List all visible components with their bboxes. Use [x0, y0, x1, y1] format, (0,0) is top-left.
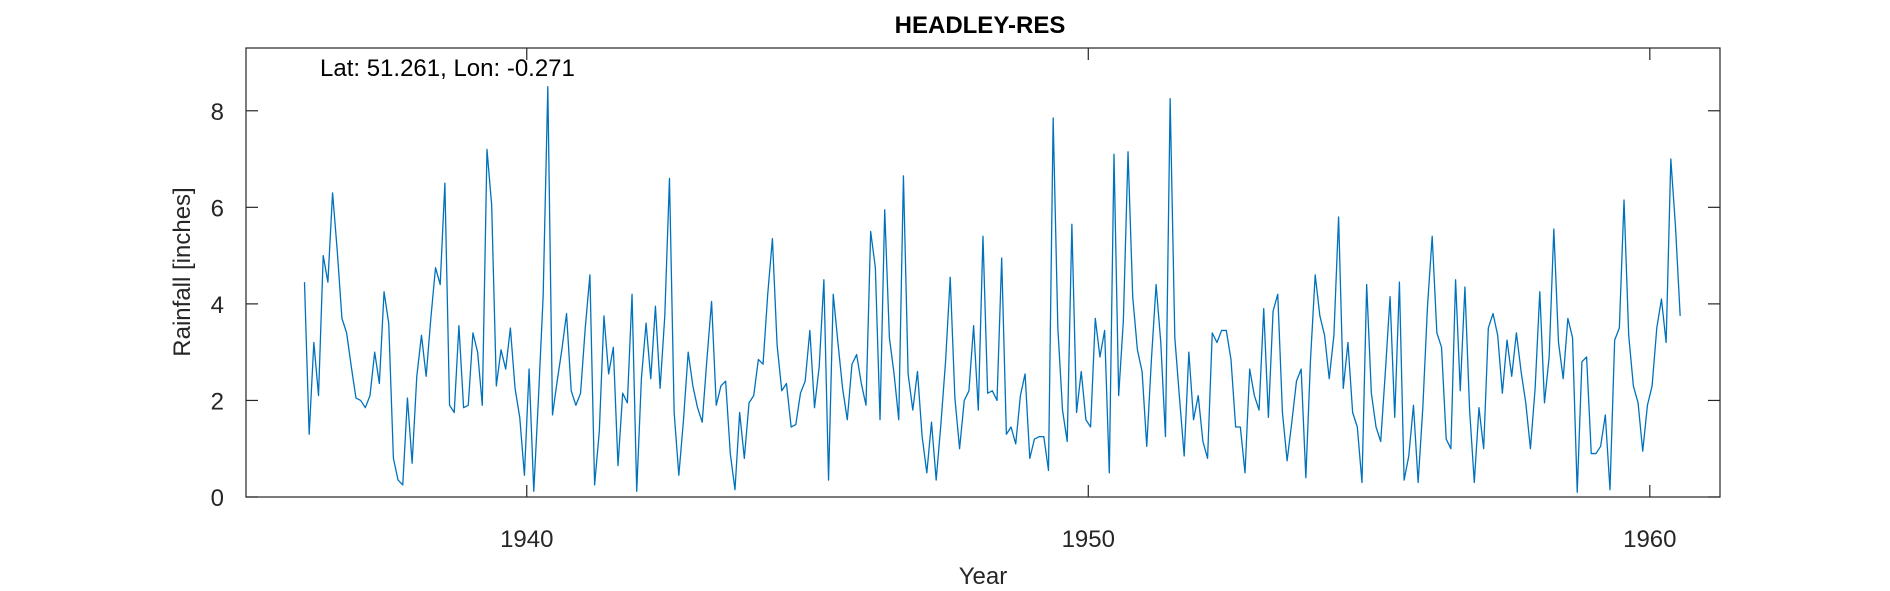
chart-title: HEADLEY-RES — [895, 12, 1066, 39]
y-tick-label: 8 — [211, 99, 224, 126]
y-tick-label: 0 — [211, 485, 224, 512]
y-tick-label: 6 — [211, 195, 224, 222]
location-annotation: Lat: 51.261, Lon: -0.271 — [320, 55, 575, 82]
y-axis-ticks: 0 2 4 6 8 — [211, 99, 1720, 512]
x-tick-label: 1960 — [1623, 526, 1676, 553]
y-axis-label: Rainfall [inches] — [169, 187, 196, 356]
y-tick-label: 2 — [211, 388, 224, 415]
y-tick-label: 4 — [211, 292, 224, 319]
x-tick-label: 1940 — [500, 526, 553, 553]
x-axis-ticks: 1940 1950 1960 — [500, 48, 1677, 553]
axes-box — [245, 47, 1721, 498]
x-axis-label: Year — [959, 563, 1008, 590]
x-tick-label: 1950 — [1062, 526, 1115, 553]
series-line-rainfall — [303, 85, 1681, 493]
plot-area: 1940 1950 1960 0 2 4 6 8 — [211, 47, 1721, 553]
